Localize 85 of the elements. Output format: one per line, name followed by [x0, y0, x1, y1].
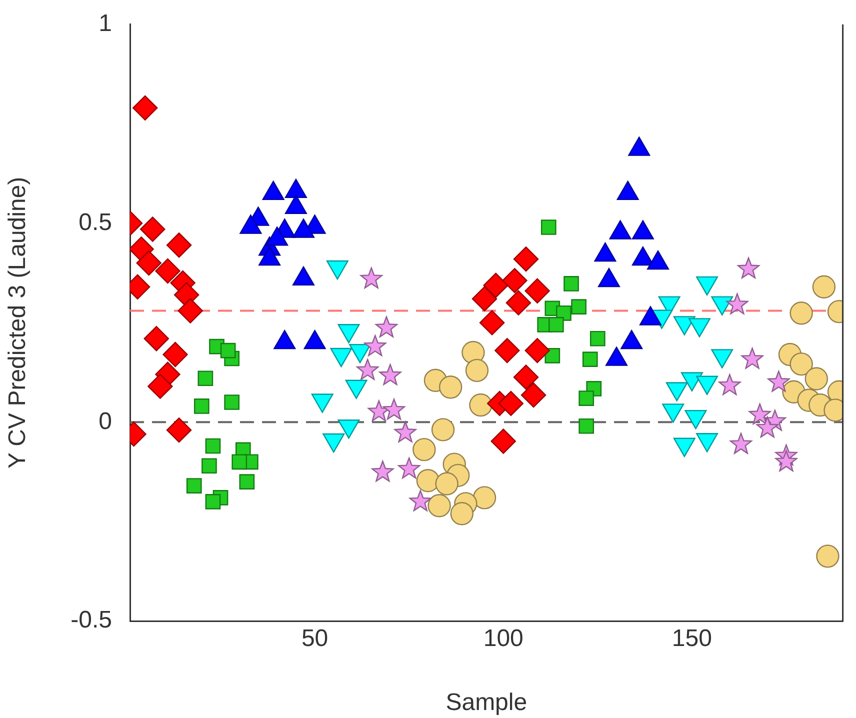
point: [513, 364, 539, 390]
point: [178, 298, 203, 324]
point: [737, 257, 760, 279]
point: [483, 272, 508, 298]
point: [132, 95, 158, 121]
point: [239, 474, 255, 490]
point: [431, 418, 455, 442]
point: [224, 394, 240, 410]
point: [506, 290, 532, 316]
point: [166, 232, 192, 258]
point: [582, 352, 598, 367]
x-tick-label: 100: [483, 625, 524, 652]
point: [364, 334, 386, 356]
x-tick-label: 150: [672, 625, 712, 652]
point: [524, 338, 550, 364]
point: [469, 393, 492, 417]
point: [205, 494, 221, 510]
point: [220, 342, 236, 358]
y-axis-title: Y CV Predicted 3 (Laudine): [4, 176, 32, 469]
point: [379, 364, 402, 386]
point: [520, 382, 546, 408]
x-tick-label: 50: [301, 625, 328, 652]
point: [372, 460, 394, 482]
point: [136, 250, 162, 276]
point: [198, 370, 214, 386]
point: [768, 370, 790, 392]
point: [465, 358, 489, 382]
point: [524, 278, 550, 304]
x-axis-title: Sample: [446, 689, 528, 716]
point: [564, 276, 579, 292]
y-tick-label: 1: [98, 10, 112, 38]
point: [398, 457, 420, 479]
point: [494, 338, 520, 364]
point: [186, 478, 202, 494]
point: [578, 418, 594, 434]
point: [205, 438, 221, 454]
point: [790, 302, 813, 325]
point: [409, 490, 432, 512]
point: [816, 544, 840, 568]
point: [382, 398, 406, 420]
point: [166, 417, 192, 443]
y-tick-label: 0.5: [78, 208, 112, 236]
point: [502, 268, 528, 294]
point: [472, 286, 498, 312]
point: [144, 326, 169, 352]
point: [472, 486, 496, 510]
point: [790, 352, 813, 376]
point: [140, 216, 166, 242]
point: [756, 416, 778, 438]
point: [548, 317, 564, 332]
point: [438, 376, 462, 399]
y-tick-label: -0.5: [70, 606, 112, 634]
y-tick-label: 0: [98, 408, 112, 435]
point: [540, 220, 556, 235]
point: [412, 438, 436, 462]
point: [450, 502, 474, 526]
point: [194, 398, 210, 414]
point: [775, 450, 798, 472]
point: [375, 316, 398, 338]
point: [490, 428, 516, 454]
point: [155, 258, 180, 284]
point: [428, 494, 451, 518]
point: [730, 432, 752, 454]
point: [726, 293, 748, 314]
point: [232, 454, 248, 470]
point: [578, 390, 594, 406]
point: [812, 275, 836, 299]
point: [741, 348, 764, 369]
point: [571, 299, 586, 314]
point: [394, 421, 416, 442]
point: [360, 267, 382, 288]
point: [804, 367, 828, 390]
point: [718, 374, 741, 396]
point: [544, 348, 560, 364]
point: [748, 403, 771, 424]
point: [479, 310, 505, 336]
point: [356, 358, 379, 380]
point: [148, 374, 173, 399]
point: [590, 330, 606, 346]
point: [513, 246, 539, 272]
point: [498, 390, 524, 416]
point: [162, 342, 188, 368]
point: [202, 458, 217, 474]
point: [435, 472, 458, 496]
point: [416, 469, 440, 492]
